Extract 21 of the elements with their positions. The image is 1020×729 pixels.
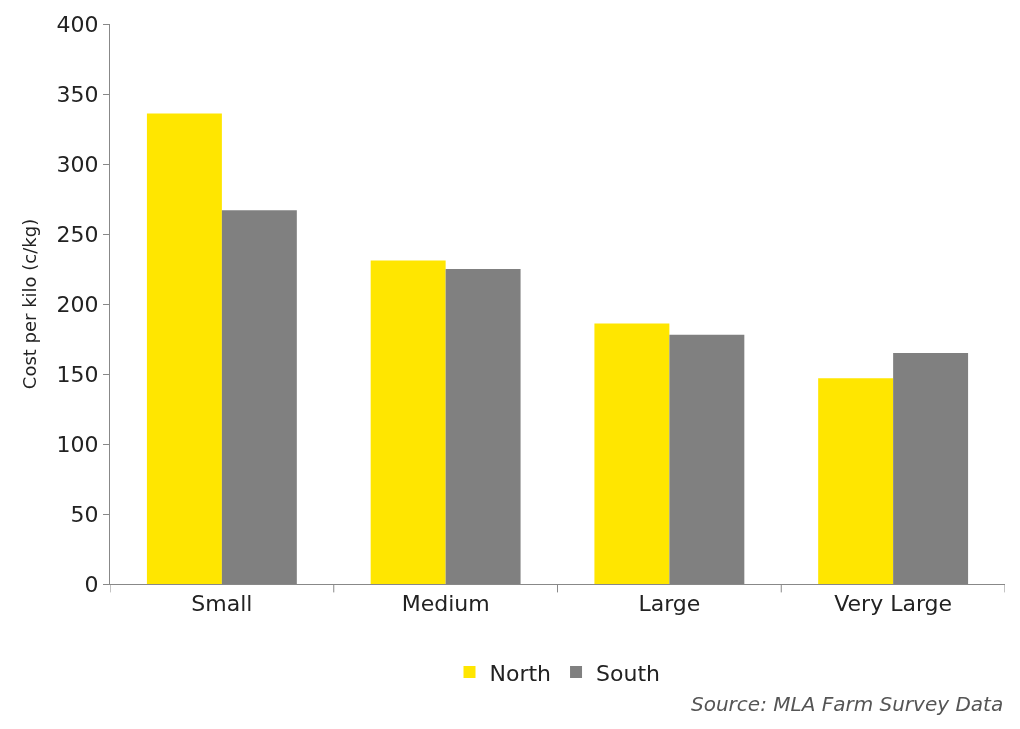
y-axis-title: Cost per kilo (c/kg) bbox=[18, 218, 40, 390]
y-tick-label: 0 bbox=[84, 571, 99, 597]
x-tick-label: Very Large bbox=[834, 591, 953, 617]
x-tick-label: Large bbox=[638, 591, 701, 617]
y-tick-label: 300 bbox=[56, 151, 99, 177]
bar bbox=[370, 260, 446, 584]
y-tick-label: 400 bbox=[56, 11, 99, 37]
y-tick-label: 350 bbox=[56, 81, 99, 107]
legend-label: South bbox=[596, 660, 660, 686]
y-tick-label: 150 bbox=[56, 361, 99, 387]
bar bbox=[594, 323, 670, 584]
bar bbox=[818, 378, 894, 584]
y-tick-label: 200 bbox=[56, 291, 99, 317]
x-tick-label: Medium bbox=[401, 591, 490, 617]
y-tick-label: 50 bbox=[70, 501, 99, 527]
y-tick-label: 250 bbox=[56, 221, 99, 247]
source-note: Source: MLA Farm Survey Data bbox=[691, 692, 1004, 716]
x-tick-label: Small bbox=[191, 591, 253, 617]
legend-label: North bbox=[489, 660, 552, 686]
y-tick-label: 100 bbox=[56, 431, 99, 457]
bar bbox=[146, 113, 222, 584]
